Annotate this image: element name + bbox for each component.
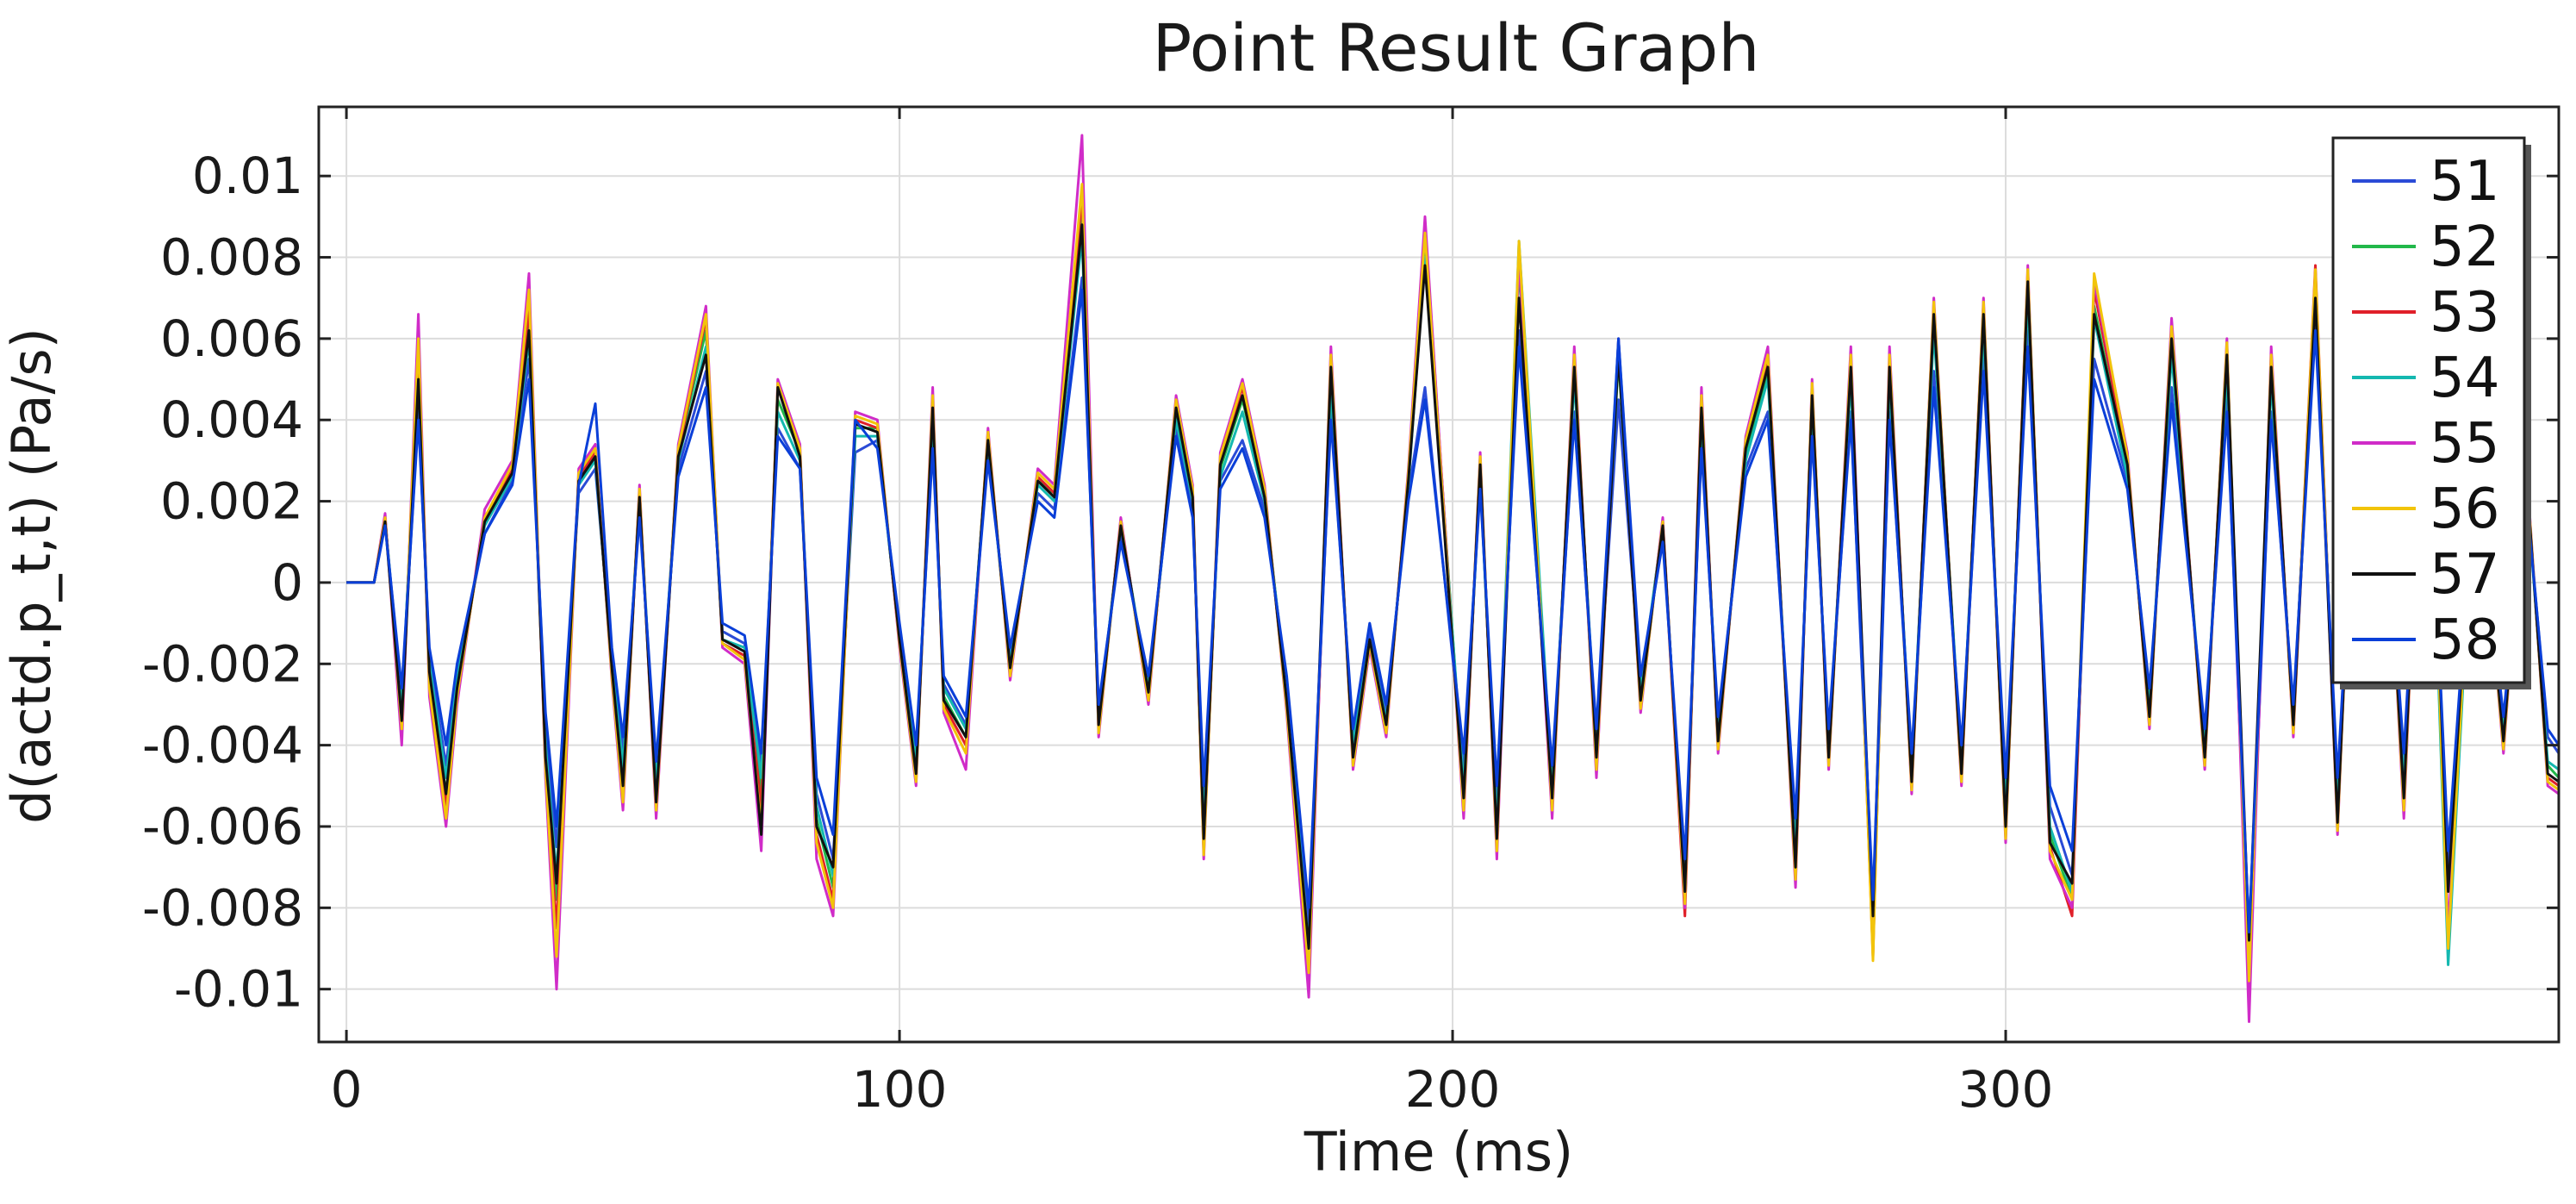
- legend-label-58: 58: [2430, 608, 2499, 672]
- legend-label-57: 57: [2430, 543, 2499, 607]
- legend-label-55: 55: [2430, 412, 2499, 476]
- y-tick-label: 0.002: [160, 472, 303, 531]
- x-tick-label: 200: [1405, 1060, 1501, 1119]
- y-tick-label: -0.006: [142, 797, 303, 856]
- grid: [319, 107, 2559, 1042]
- legend-box: [2331, 136, 2526, 684]
- legend-label-54: 54: [2430, 346, 2499, 410]
- plot-frame: [317, 105, 2560, 1044]
- y-tick-label: -0.002: [142, 634, 303, 693]
- y-axis-label: d(actd.p_t,t) (Pa/s): [0, 328, 63, 824]
- y-tick-label: 0.01: [192, 147, 303, 205]
- x-axis-label: Time (ms): [1304, 1120, 1574, 1183]
- legend-label-51: 51: [2430, 150, 2499, 214]
- y-ticks: 0.01 0.008 0.006 0.004 0.002 0 -0.002 -0.004 -0.…: [142, 147, 2559, 1019]
- chart-title: Point Result Graph: [1153, 9, 1760, 86]
- y-tick-label: 0.008: [160, 228, 303, 287]
- y-tick-label: 0.004: [160, 390, 303, 449]
- legend-label-52: 52: [2430, 215, 2499, 279]
- y-tick-label: 0.006: [160, 309, 303, 368]
- x-ticks: 0 100 200 300: [331, 107, 2054, 1119]
- y-tick-label: -0.004: [142, 716, 303, 775]
- x-tick-label: 0: [331, 1060, 363, 1119]
- legend-label-53: 53: [2430, 281, 2499, 345]
- series-lines: [346, 134, 2560, 1023]
- y-tick-label: -0.01: [174, 960, 303, 1019]
- x-tick-label: 100: [852, 1060, 948, 1119]
- y-tick-label: 0: [271, 553, 303, 612]
- x-tick-label: 300: [1958, 1060, 2054, 1119]
- y-tick-label: -0.008: [142, 878, 303, 937]
- legend-label-56: 56: [2430, 477, 2499, 541]
- series-line-58: [346, 288, 2560, 934]
